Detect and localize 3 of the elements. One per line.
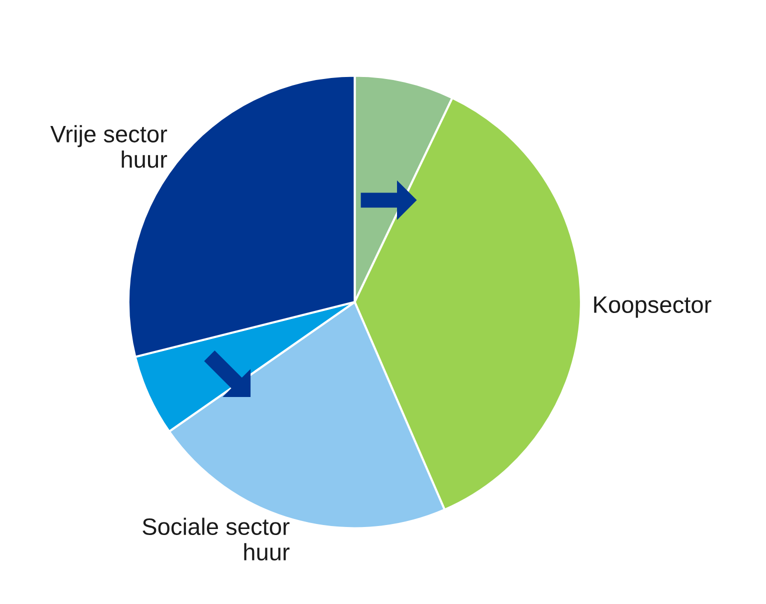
- slice-label: Vrije sector huur: [50, 125, 168, 168]
- slice-label: Sociale sector huur: [142, 518, 290, 560]
- slice-label: Koopsector: [594, 296, 712, 318]
